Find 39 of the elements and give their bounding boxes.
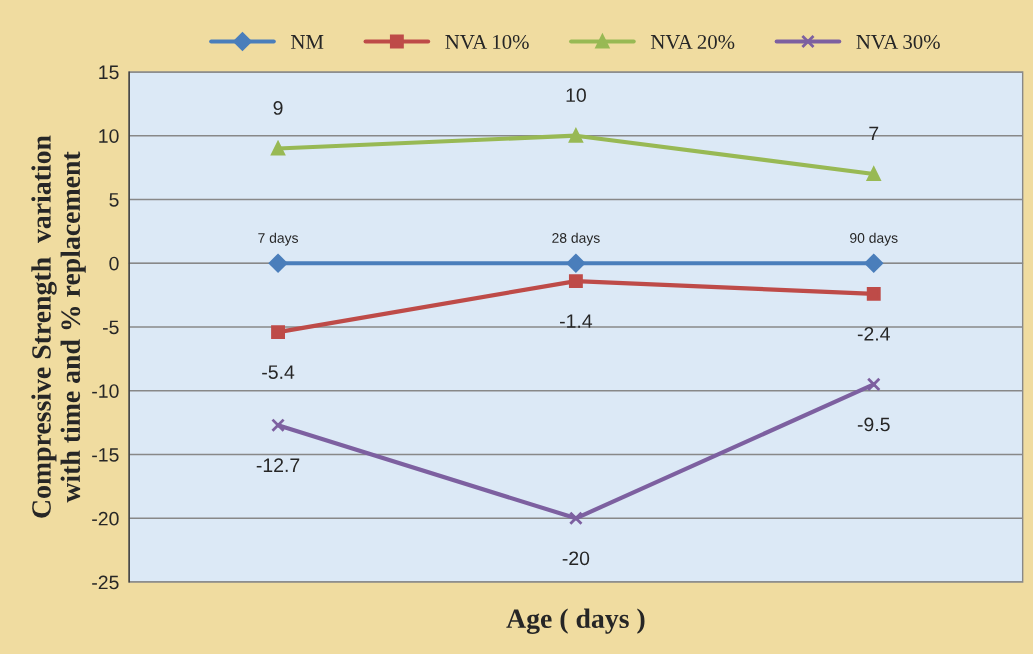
point <box>271 418 285 433</box>
point <box>268 253 288 273</box>
x-tick-label: 28 days <box>552 232 600 246</box>
legend-label: NVA 30% <box>856 34 940 50</box>
y-tick-label: -20 <box>92 511 119 526</box>
point <box>568 511 583 526</box>
point <box>866 167 881 181</box>
data-label: -20 <box>562 551 590 566</box>
legend-label: NM <box>290 35 324 49</box>
y-tick-label: -25 <box>92 575 119 590</box>
legend-label: NVA 20% <box>650 34 735 50</box>
legend-label: NVA 10% <box>445 34 529 50</box>
y-tick-label: 0 <box>109 256 119 271</box>
data-label: -5.4 <box>262 365 295 379</box>
data-label: -12.7 <box>256 458 300 472</box>
point <box>271 141 285 156</box>
y-axis-title: Compressive Strength variation with time and % replacement <box>31 135 86 518</box>
data-label: -1.4 <box>560 314 593 328</box>
y-tick-label: 5 <box>109 193 119 207</box>
x-axis-title: Age ( days ) <box>506 608 645 634</box>
y-tick-label: -5 <box>102 320 119 335</box>
point <box>568 128 583 143</box>
point <box>864 253 883 273</box>
y-tick-label: 10 <box>99 129 119 143</box>
x-tick-label: 7 days <box>258 232 299 246</box>
data-label: -2.4 <box>857 326 890 341</box>
y-tick-label: 15 <box>99 65 119 80</box>
point <box>568 274 583 289</box>
data-label: -9.5 <box>857 417 890 432</box>
point <box>866 377 881 392</box>
x-tick-label: 90 days <box>850 232 898 246</box>
data-label: 10 <box>566 88 586 103</box>
point <box>271 325 285 340</box>
point <box>866 286 881 301</box>
data-label: 7 <box>869 126 879 141</box>
y-tick-label: -10 <box>92 384 119 398</box>
y-tick-label: -15 <box>92 448 119 462</box>
point <box>566 253 586 273</box>
data-label: 9 <box>273 101 283 115</box>
